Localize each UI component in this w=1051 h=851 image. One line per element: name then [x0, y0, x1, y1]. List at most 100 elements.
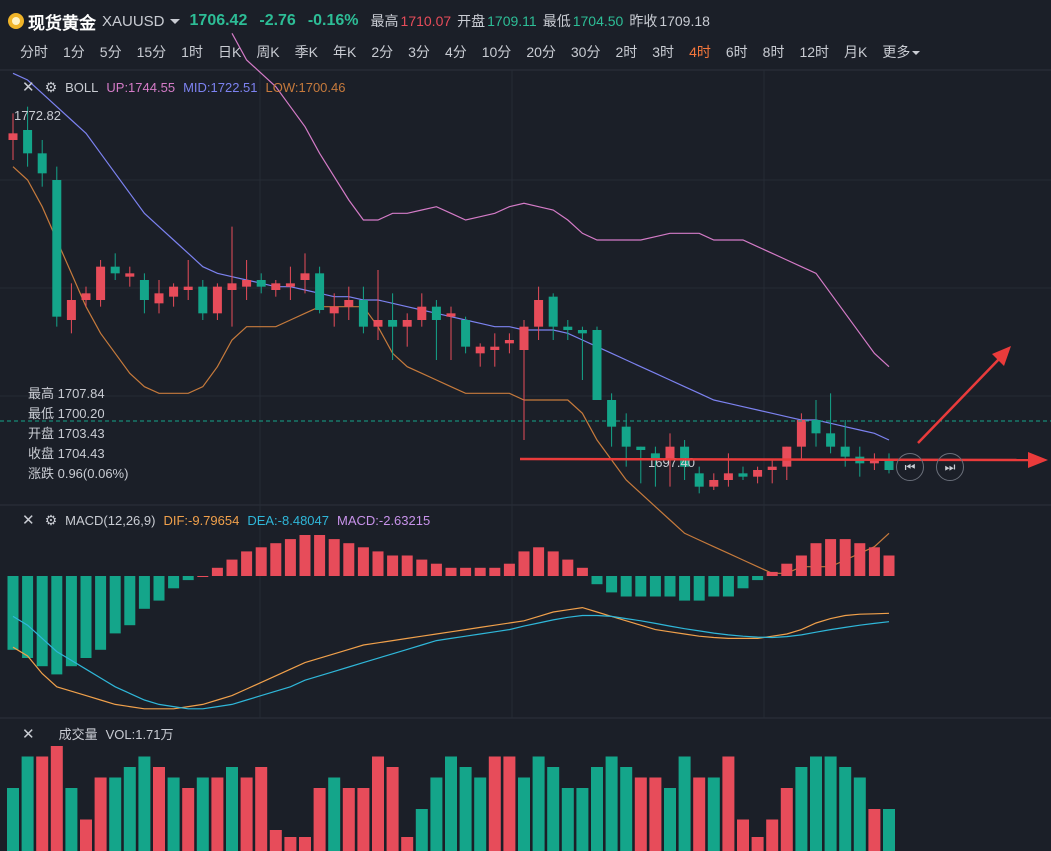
macd-histogram-bar: [533, 547, 545, 576]
volume-bar: [415, 809, 428, 851]
gear-icon[interactable]: ⚙: [44, 78, 58, 95]
chevron-down-icon[interactable]: [169, 18, 180, 24]
candle-body: [490, 346, 500, 350]
volume-bar: [94, 777, 107, 851]
volume-bar: [430, 777, 443, 851]
macd-histogram-bar: [474, 567, 486, 576]
timeframe-19[interactable]: 8时: [762, 44, 785, 60]
title-row: 现货黄金 XAUUSD 1706.42 -2.76 -0.16% 最高 1710…: [8, 9, 716, 33]
timeframe-9[interactable]: 2分: [371, 44, 394, 60]
candle-body: [519, 326, 529, 350]
volume-bar: [576, 788, 589, 851]
timeframe-15[interactable]: 2时: [615, 44, 638, 60]
volume-bar: [751, 837, 764, 851]
timeframe-2[interactable]: 5分: [99, 44, 122, 60]
close-icon[interactable]: ✕: [22, 79, 35, 96]
candle-body: [665, 446, 675, 460]
close-icon[interactable]: ✕: [22, 725, 35, 743]
volume-bar: [547, 767, 560, 851]
macd-histogram-bar: [343, 543, 355, 576]
volume-bar: [722, 756, 735, 851]
timeframe-18[interactable]: 6时: [725, 44, 748, 60]
ohlc-tooltip: 最高 1707.84 最低 1700.20 开盘 1703.43 收盘 1704…: [28, 384, 128, 484]
candle-body: [504, 340, 514, 344]
timeframe-16[interactable]: 3时: [652, 44, 675, 60]
macd-histogram-bar: [22, 576, 34, 658]
timeframe-0[interactable]: 分时: [20, 44, 48, 60]
timeframe-8[interactable]: 年K: [333, 44, 357, 60]
scroll-end-button[interactable]: ⏭: [936, 453, 964, 481]
volume-bar: [634, 777, 647, 851]
boll-low: LOW:1700.46: [265, 79, 346, 95]
scroll-start-button[interactable]: ⏮: [896, 453, 924, 481]
candle-body: [694, 473, 704, 487]
macd-histogram-bar: [795, 555, 807, 576]
volume-bar: [21, 756, 34, 851]
timeframe-21[interactable]: 月K: [844, 44, 868, 60]
candle-body: [8, 133, 18, 140]
volume-bar: [50, 746, 63, 851]
candle-body: [811, 420, 821, 434]
volume-bar: [80, 819, 92, 851]
macd-histogram-bar: [284, 539, 296, 576]
candle-body: [782, 446, 792, 467]
timeframe-14[interactable]: 30分: [570, 44, 601, 60]
volume-legend: ✕ 成交量 VOL:1.71万: [22, 724, 174, 743]
price-change: -2.76: [259, 12, 296, 29]
macd-histogram-bar: [868, 547, 880, 576]
candle-body: [37, 153, 47, 174]
gear-icon[interactable]: ⚙: [44, 511, 58, 528]
macd-legend: ✕ ⚙ MACD(12,26,9) DIF:-9.79654 DEA:-8.48…: [22, 511, 430, 530]
macd-histogram-bar: [299, 535, 311, 576]
macd-histogram-bar: [153, 576, 165, 601]
macd-histogram-bar: [766, 571, 778, 576]
macd-histogram-bar: [357, 547, 369, 576]
close-icon[interactable]: ✕: [22, 512, 35, 529]
volume-bar: [883, 809, 895, 851]
macd-histogram-bar: [241, 551, 253, 576]
annotation-arrowhead: [992, 346, 1011, 366]
instrument-symbol[interactable]: XAUUSD: [102, 12, 165, 30]
candle-body: [66, 300, 76, 320]
candle-body: [154, 293, 164, 304]
volume-bar: [153, 767, 165, 851]
candle-body: [373, 320, 383, 327]
macd-histogram-bar: [854, 543, 866, 576]
timeframe-3[interactable]: 15分: [136, 44, 167, 60]
candle-body: [753, 470, 763, 477]
gold-logo-icon: [8, 13, 24, 29]
candle-body: [709, 480, 719, 487]
macd-histogram-bar: [138, 576, 150, 609]
candle-body: [271, 283, 281, 290]
volume-value: VOL:1.71万: [105, 727, 174, 742]
timeframe-11[interactable]: 4分: [444, 44, 467, 60]
macd-histogram-bar: [387, 555, 399, 576]
candle-body: [650, 453, 660, 460]
timeframe-1[interactable]: 1分: [63, 44, 85, 60]
timeframe-5[interactable]: 日K: [217, 44, 242, 60]
timeframe-13[interactable]: 20分: [526, 44, 556, 60]
timeframe-6[interactable]: 周K: [256, 44, 280, 60]
volume-bar: [445, 756, 457, 851]
macd-dif-line: [12, 606, 890, 710]
timeframe-12[interactable]: 10分: [481, 44, 512, 60]
volume-bar: [853, 777, 866, 851]
volume-bar: [109, 777, 122, 851]
macd-histogram-bar: [591, 576, 603, 585]
annotation-arrow-line: [917, 357, 1001, 444]
timeframe-10[interactable]: 3分: [408, 44, 430, 60]
boll-up: UP:1744.55: [106, 79, 176, 95]
volume-bar: [810, 756, 822, 851]
low-label: 最低: [542, 13, 571, 29]
macd-histogram-bar: [314, 535, 326, 576]
timeframe-7[interactable]: 季K: [294, 44, 318, 60]
timeframe-22[interactable]: 更多: [882, 42, 921, 62]
timeframe-17[interactable]: 4时: [689, 44, 711, 60]
candle-body: [607, 400, 617, 427]
macd-histogram-bar: [693, 576, 705, 601]
timeframe-4[interactable]: 1时: [181, 44, 203, 60]
prev-close-label: 昨收: [629, 13, 658, 29]
candle-body: [563, 326, 573, 330]
timeframe-20[interactable]: 12时: [799, 44, 830, 60]
